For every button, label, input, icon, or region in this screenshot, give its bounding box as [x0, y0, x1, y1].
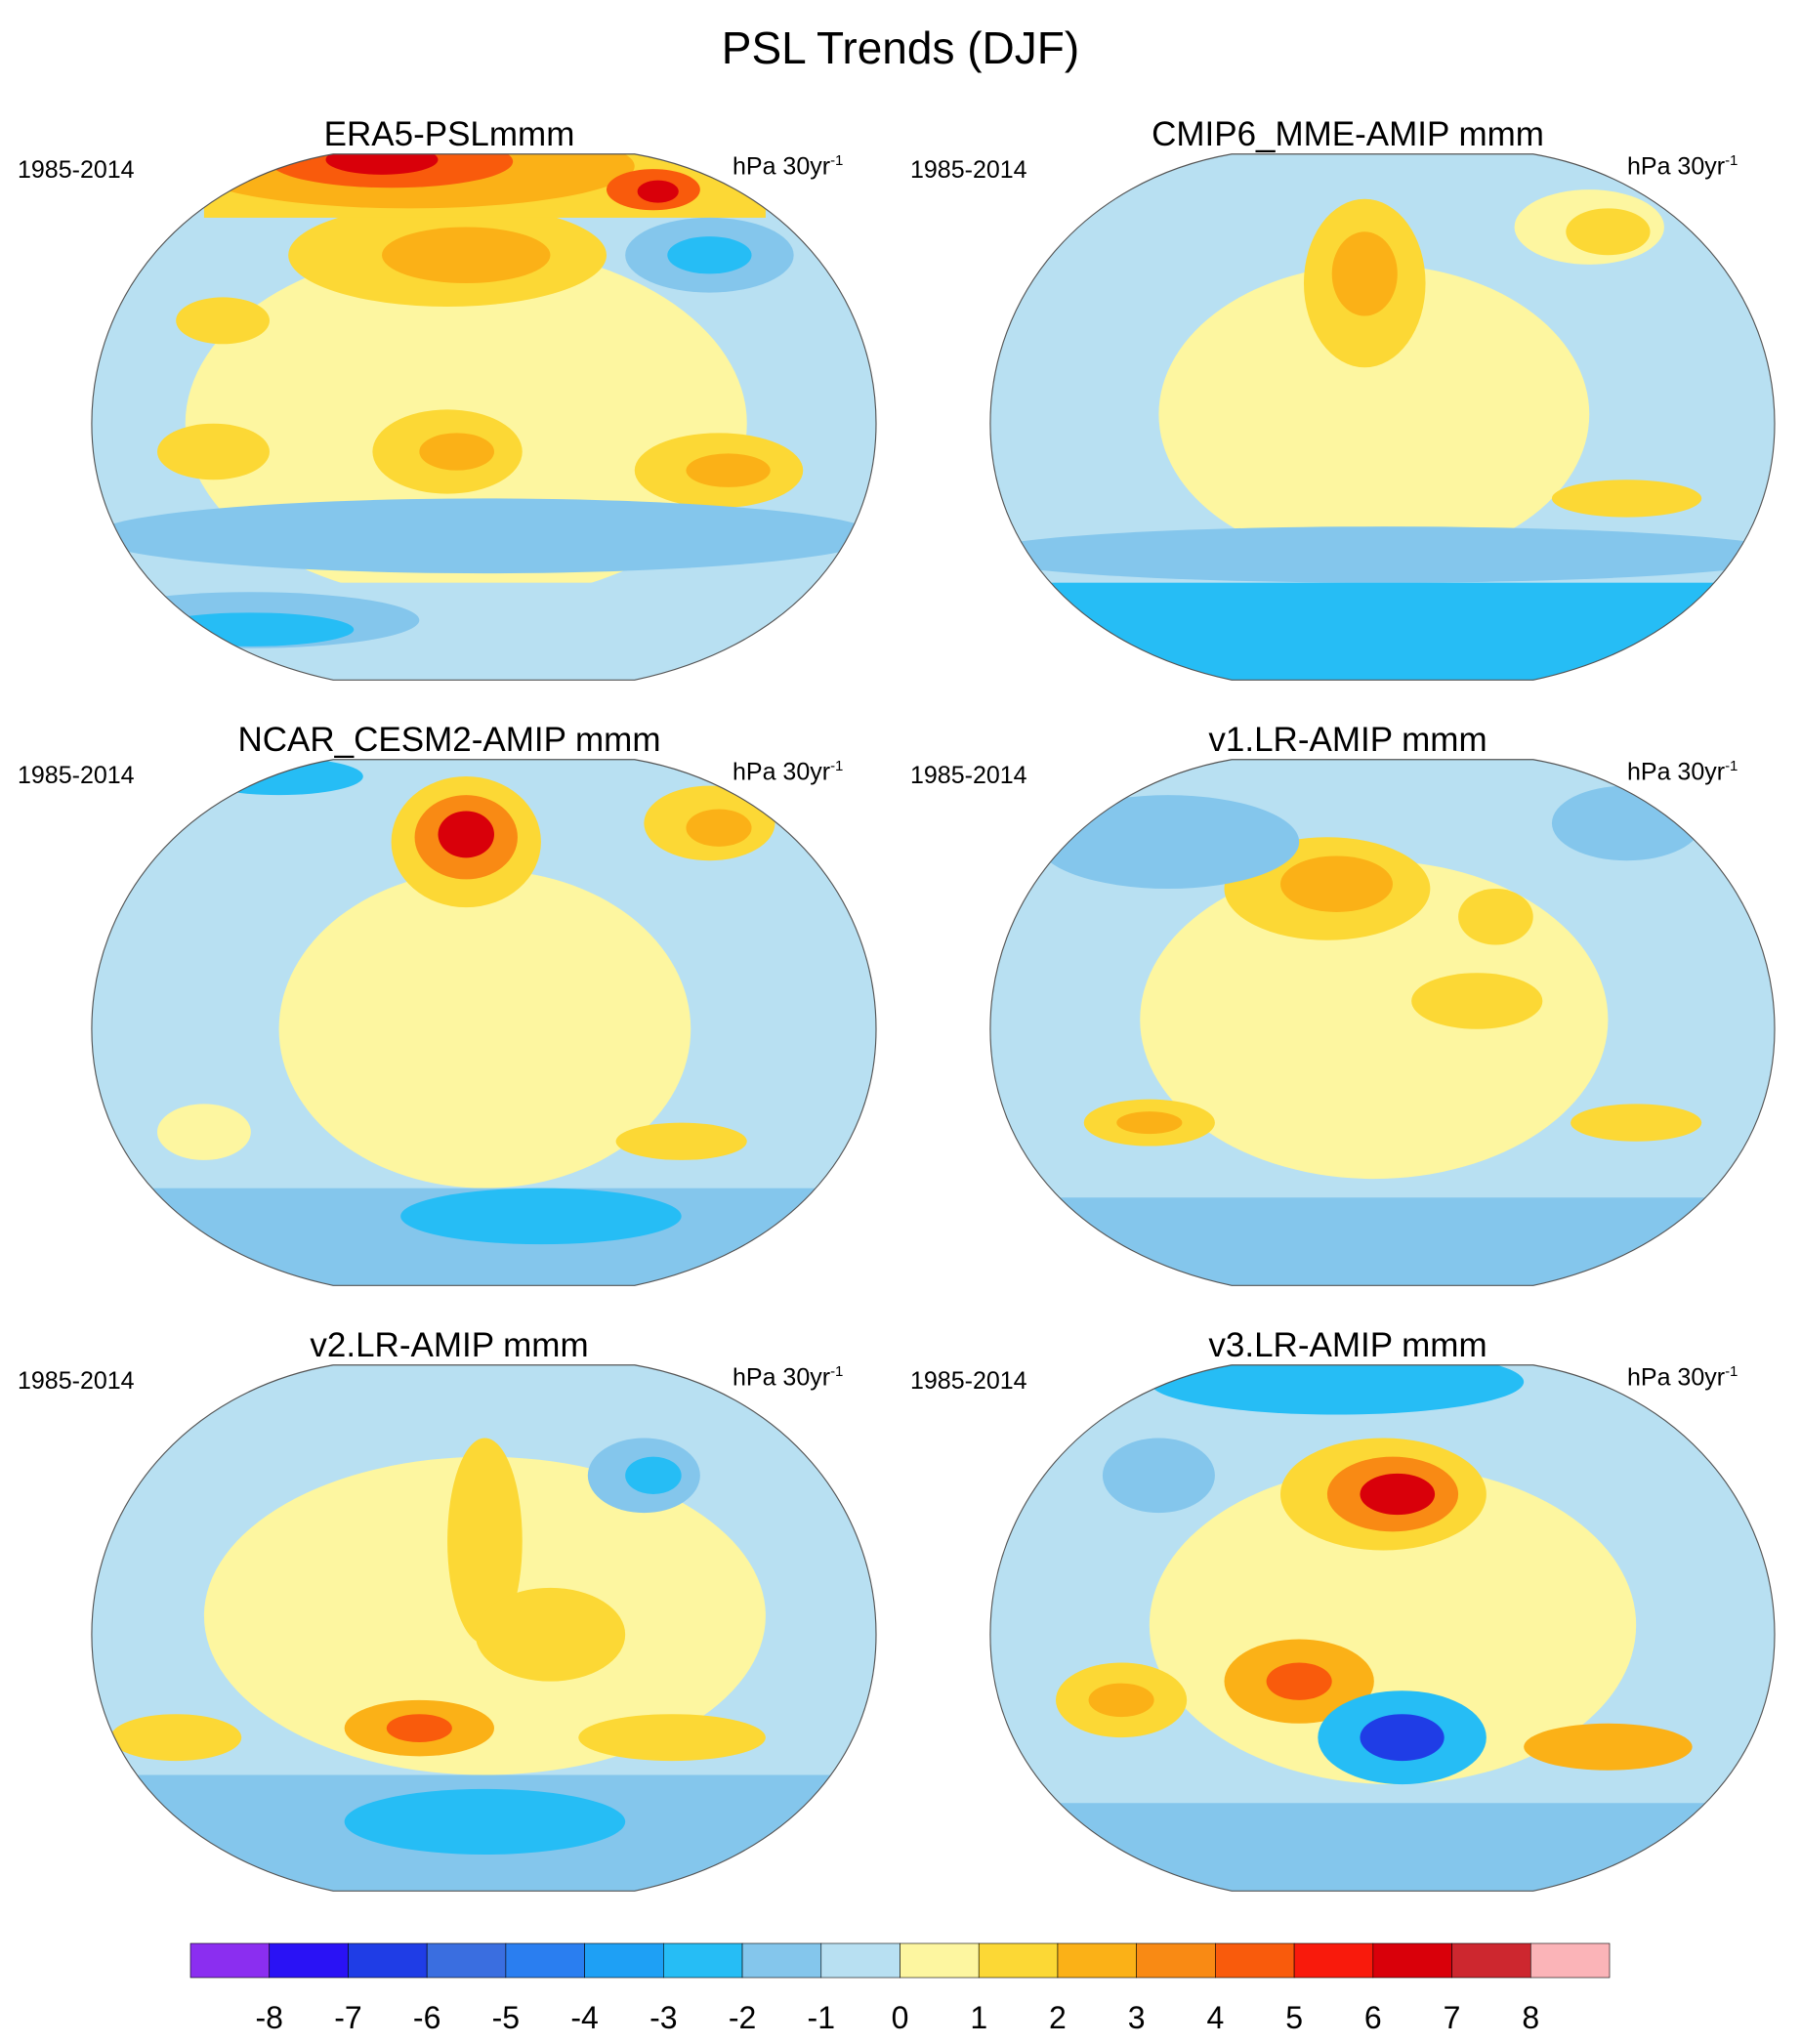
- map-cmip6: [989, 153, 1776, 681]
- colorbar-tick-label: -7: [334, 2000, 362, 2035]
- colorbar-swatch: [1372, 1942, 1452, 1979]
- units-label: hPa 30yr-1: [1627, 152, 1738, 181]
- colorbar-tick-label: -2: [728, 2000, 757, 2035]
- colorbar-swatch: [505, 1942, 585, 1979]
- colorbar-swatch: [189, 1942, 271, 1979]
- colorbar-swatch: [1136, 1942, 1216, 1979]
- panel-title: NCAR_CESM2-AMIP mmm: [237, 721, 661, 759]
- colorbar-swatch: [978, 1942, 1059, 1979]
- colorbar-swatch: [1529, 1942, 1611, 1979]
- colorbar-tick-label: -5: [491, 2000, 521, 2035]
- units-label: hPa 30yr-1: [733, 1363, 844, 1392]
- period-label: 1985-2014: [910, 156, 1027, 184]
- colorbar-swatch: [348, 1942, 428, 1979]
- period-label: 1985-2014: [910, 1367, 1027, 1395]
- colorbar-swatch: [1215, 1942, 1295, 1979]
- colorbar-tick-label: 0: [891, 2000, 909, 2035]
- panel-v3: v3.LR-AMIP mmm 1985-2014 hPa 30yr-1: [899, 1326, 1797, 1932]
- units-label: hPa 30yr-1: [1627, 1363, 1738, 1392]
- panel-title: CMIP6_MME-AMIP mmm: [1152, 115, 1544, 153]
- panel-title: v2.LR-AMIP mmm: [310, 1326, 589, 1364]
- period-label: 1985-2014: [18, 1367, 135, 1395]
- panel-title: ERA5-PSLmmm: [323, 115, 575, 153]
- colorbar-tick-label: -3: [649, 2000, 678, 2035]
- panel-title: v3.LR-AMIP mmm: [1208, 1326, 1487, 1364]
- units-label: hPa 30yr-1: [733, 152, 844, 181]
- period-label: 1985-2014: [910, 762, 1027, 789]
- units-label: hPa 30yr-1: [733, 758, 844, 786]
- colorbar-swatch: [1057, 1942, 1137, 1979]
- colorbar-swatch: [584, 1942, 664, 1979]
- map-v1: [989, 759, 1776, 1286]
- colorbar-swatches: [189, 1942, 1611, 1979]
- colorbar-swatch: [426, 1942, 507, 1979]
- colorbar-tick-label: -1: [807, 2000, 835, 2035]
- colorbar: [189, 1942, 1611, 1979]
- map-era5: [91, 153, 877, 681]
- panel-title: v1.LR-AMIP mmm: [1208, 721, 1487, 759]
- period-label: 1985-2014: [18, 156, 135, 184]
- colorbar-swatch: [1293, 1942, 1374, 1979]
- colorbar-tick-label: 6: [1363, 2000, 1382, 2035]
- colorbar-tick-label: 1: [970, 2000, 988, 2035]
- colorbar-tick-label: -6: [412, 2000, 441, 2035]
- panel-cesm2: NCAR_CESM2-AMIP mmm 1985-2014 hPa 30yr-1: [0, 721, 899, 1326]
- colorbar-swatch: [269, 1942, 349, 1979]
- map-cesm2: [91, 759, 877, 1286]
- colorbar-swatch: [741, 1942, 822, 1979]
- panel-v1: v1.LR-AMIP mmm 1985-2014 hPa 30yr-1: [899, 721, 1797, 1326]
- period-label: 1985-2014: [18, 762, 135, 789]
- colorbar-tick-label: 5: [1285, 2000, 1303, 2035]
- colorbar-tick-label: -4: [570, 2000, 599, 2035]
- colorbar-swatch: [1451, 1942, 1531, 1979]
- colorbar-swatch: [663, 1942, 743, 1979]
- colorbar-tick-label: 4: [1206, 2000, 1225, 2035]
- panel-cmip6: CMIP6_MME-AMIP mmm 1985-2014 hPa 30yr-1: [899, 115, 1797, 721]
- panel-v2: v2.LR-AMIP mmm 1985-2014 hPa 30yr-1: [0, 1326, 899, 1932]
- units-label: hPa 30yr-1: [1627, 758, 1738, 786]
- figure-title: PSL Trends (DJF): [721, 22, 1080, 73]
- colorbar-tick-label: 8: [1522, 2000, 1540, 2035]
- colorbar-tick-label: -8: [255, 2000, 283, 2035]
- colorbar-tick-label: 3: [1127, 2000, 1146, 2035]
- panel-era5: ERA5-PSLmmm 1985-2014 hPa 30yr-1: [0, 115, 899, 721]
- colorbar-swatch: [900, 1942, 980, 1979]
- map-v2: [91, 1364, 877, 1892]
- colorbar-tick-label: 7: [1443, 2000, 1461, 2035]
- colorbar-tick-label: 2: [1049, 2000, 1067, 2035]
- map-v3: [989, 1364, 1776, 1892]
- colorbar-swatch: [820, 1942, 900, 1979]
